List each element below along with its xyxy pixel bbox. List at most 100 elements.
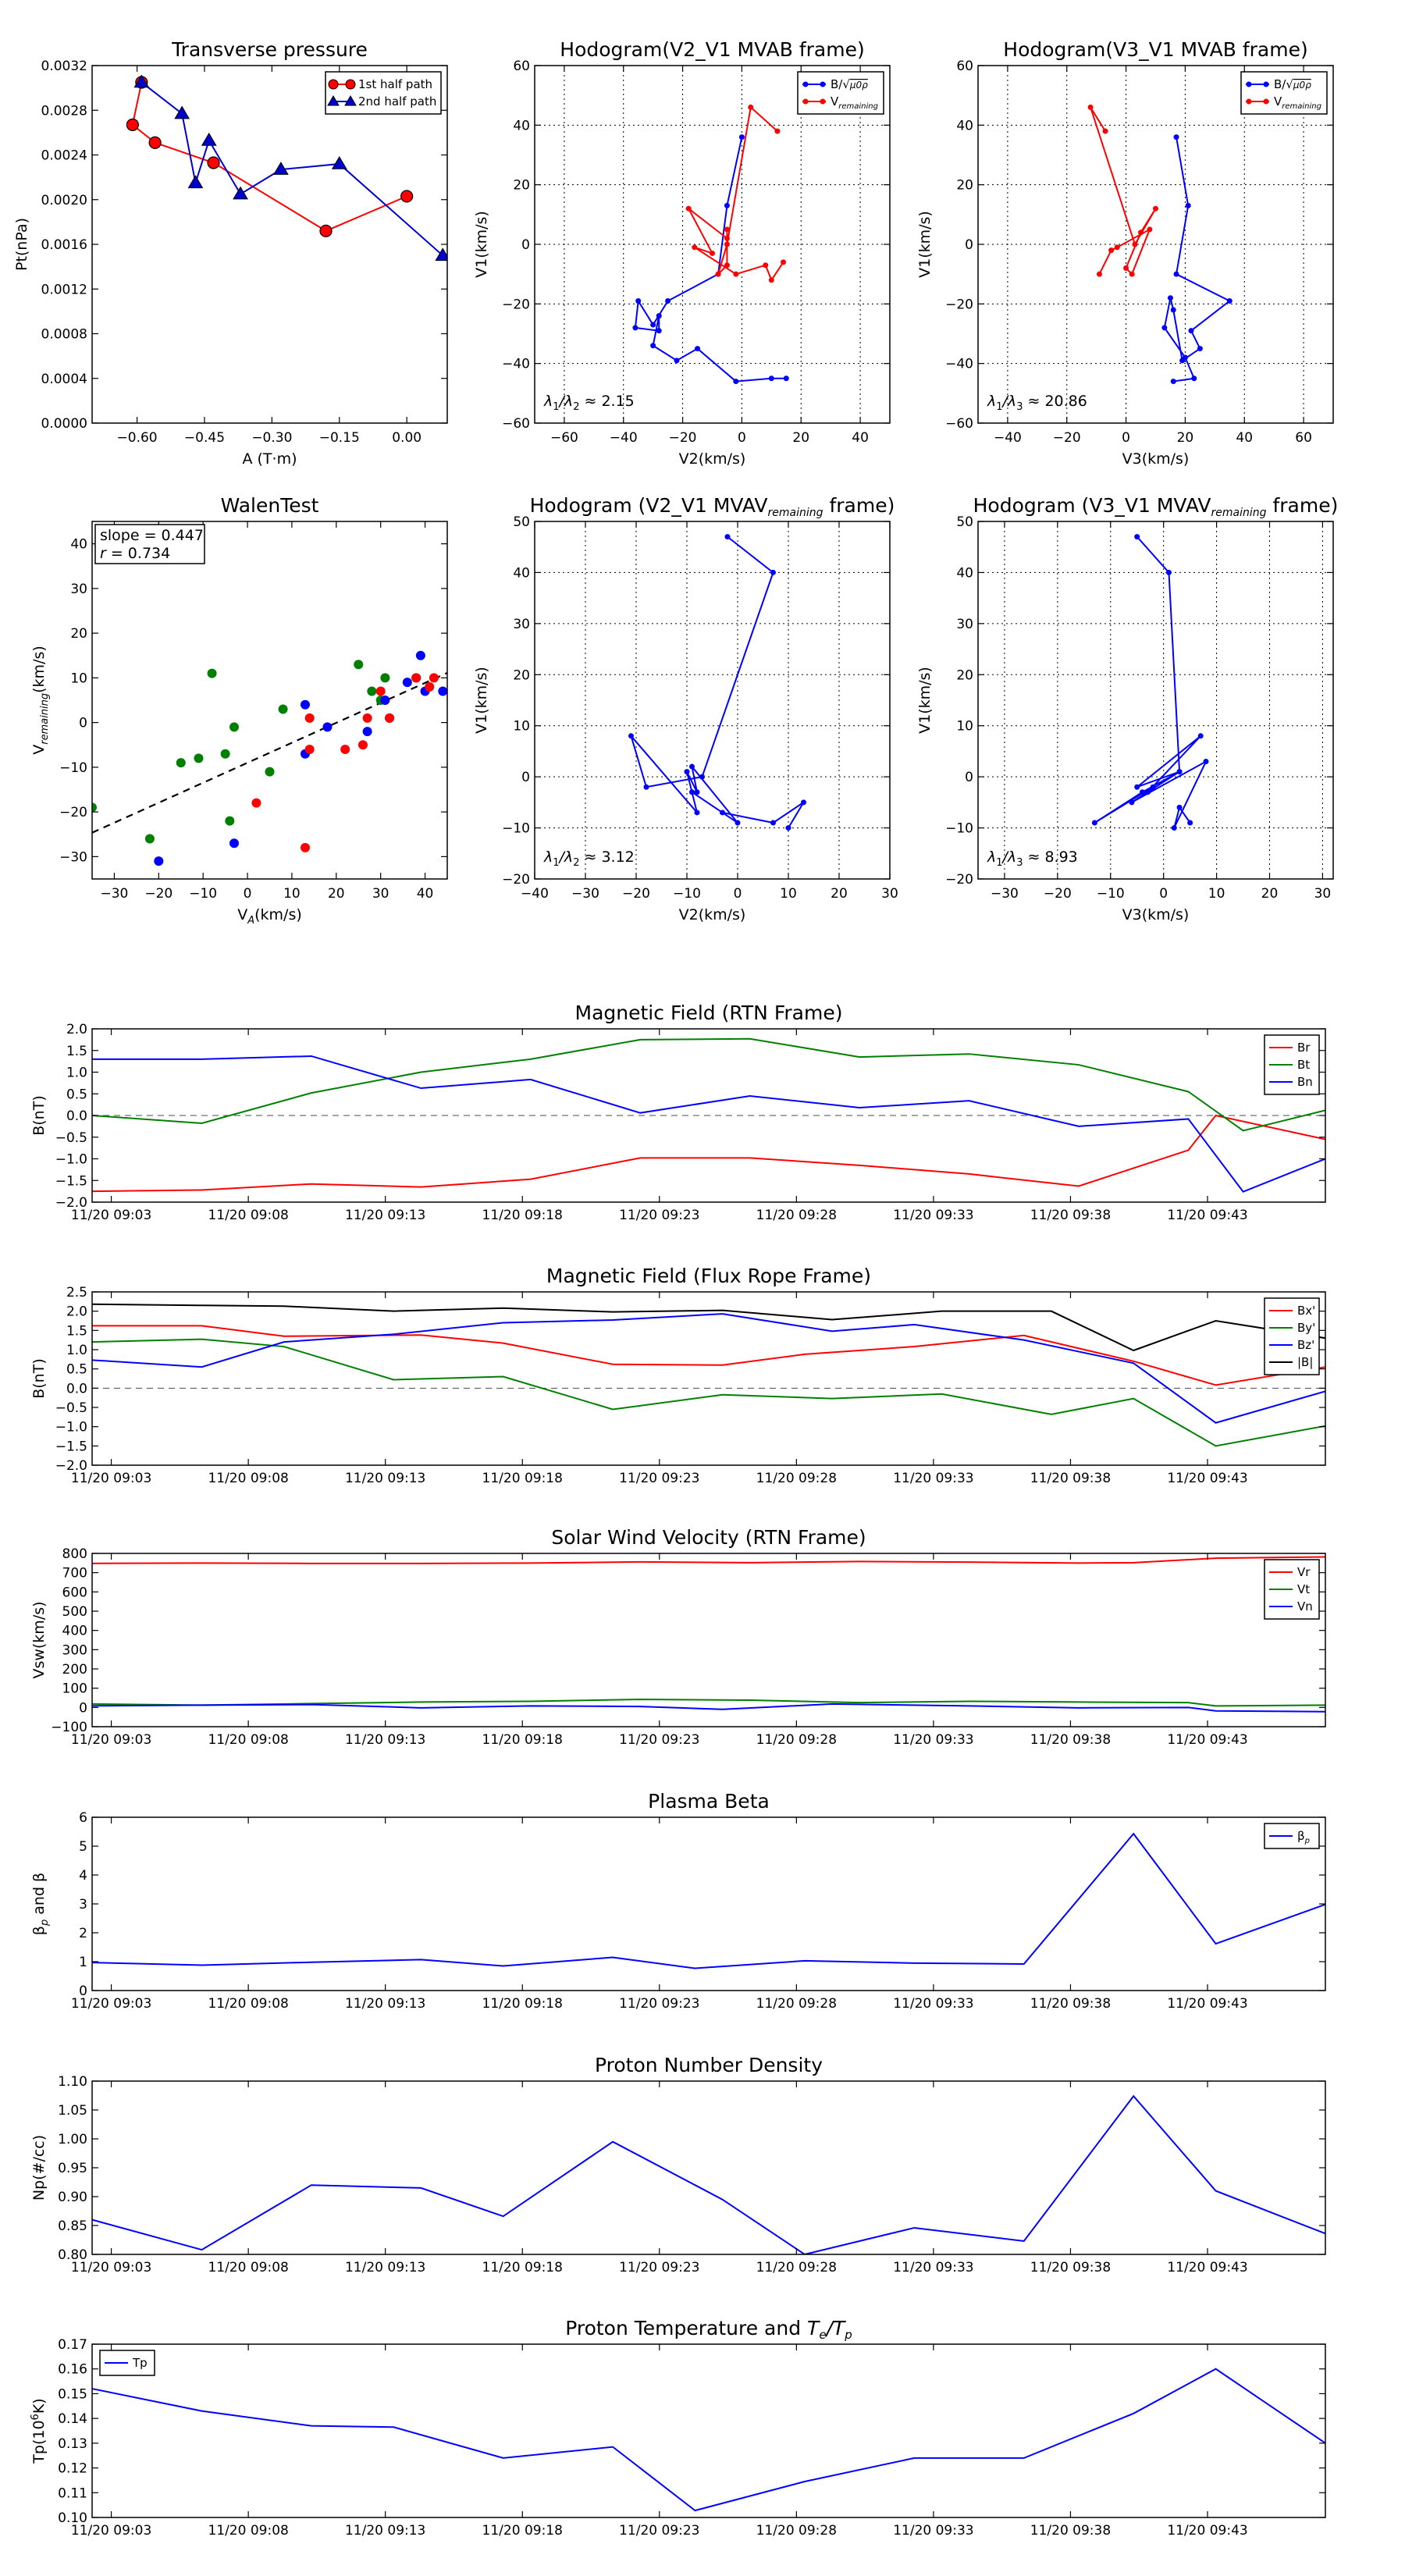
x-tick-label: 11/20 09:03: [71, 2260, 151, 2275]
scatter-point: [225, 816, 235, 826]
data-point: [656, 328, 662, 334]
data-point: [724, 534, 731, 540]
data-point: [1226, 298, 1232, 304]
series-line: [634, 137, 787, 382]
x-tick-label: 11/20 09:23: [619, 2523, 699, 2539]
y-tick-label: −20: [945, 872, 973, 888]
x-tick-label: 11/20 09:28: [756, 1471, 837, 1486]
series-line: [92, 1325, 1325, 1386]
legend: B/√μ0ρ Vremaining: [797, 71, 884, 115]
scatter-point: [176, 758, 186, 768]
y-tick-label: −20: [502, 872, 530, 888]
panel-h2: Hodogram(V3_V1 MVAB frame) −60 −40 −20 0 20 40…: [916, 38, 1334, 468]
y-tick-label: −20: [59, 805, 87, 820]
plot-area: [628, 534, 806, 831]
y-axis-label: Np(#/cc): [30, 2135, 48, 2201]
chart-title: WalenTest: [221, 494, 319, 517]
data-point: [694, 789, 700, 795]
chart-title: Hodogram(V2_V1 MVAB frame): [560, 38, 864, 61]
y-tick-label: 30: [956, 617, 973, 632]
data-point: [1144, 789, 1151, 795]
chart-title: Hodogram (V2_V1 MVAVremaining frame): [530, 494, 895, 519]
legend-marker: [1246, 98, 1252, 105]
x-tick-label: 11/20 09:18: [482, 1208, 563, 1223]
panel-vsw: Solar Wind Velocity (RTN Frame) −100 0 100 2…: [30, 1526, 1326, 1748]
series-line: [92, 2094, 1325, 2254]
data-point: [1140, 789, 1146, 795]
x-tick-label: 11/20 09:13: [345, 1208, 425, 1223]
series-line: [92, 2368, 1325, 2512]
y-tick-label: −60: [945, 416, 973, 432]
series-line: [1163, 137, 1232, 382]
x-tick-label: 11/20 09:23: [619, 1732, 699, 1748]
x-tick-label: −30: [991, 886, 1019, 902]
x-axis-label: V3(km/s): [1122, 906, 1190, 923]
data-point: [1185, 202, 1191, 208]
data-point: [735, 820, 741, 826]
y-axis-label: B(nT): [30, 1095, 48, 1136]
data-point: [1114, 244, 1120, 251]
data-point: [1153, 205, 1158, 212]
y-tick-label: 100: [62, 1681, 87, 1697]
y-tick-label: 200: [62, 1662, 87, 1678]
x-axis-label: A (T·m): [242, 450, 297, 468]
legend: Br Bt Bn: [1264, 1034, 1320, 1095]
y-tick-label: 0.90: [58, 2190, 87, 2205]
x-tick-label: 0: [1159, 886, 1168, 902]
panel-h3: Hodogram (V2_V1 MVAVremaining frame) −20 −…: [473, 494, 898, 923]
y-tick-label: 20: [70, 626, 87, 642]
data-point: [650, 343, 656, 349]
x-tick-label: −20: [622, 886, 650, 902]
y-axis-label: V1(km/s): [916, 667, 934, 734]
y-axis-label: βp and β: [30, 1873, 51, 1935]
x-tick-label: 11/20 09:23: [619, 2260, 699, 2275]
y-tick-label: 1.0: [66, 1066, 87, 1081]
y-axis-label: V1(km/s): [473, 211, 490, 278]
plot-area: [632, 104, 789, 385]
legend-marker: [1246, 81, 1252, 87]
y-tick-label: 20: [513, 667, 530, 683]
x-tick-label: 11/20 09:28: [756, 1732, 837, 1748]
chart-title: Hodogram(V3_V1 MVAB frame): [1003, 38, 1307, 61]
y-tick-label: −1.0: [55, 1152, 87, 1168]
legend: βp: [1264, 1823, 1320, 1849]
y-tick-label: 40: [513, 118, 530, 133]
y-tick-label: 0.0000: [41, 416, 87, 432]
stats-box: [94, 524, 205, 564]
data-point: [685, 205, 692, 212]
plot-area: [92, 650, 447, 866]
axes-frame: [977, 521, 1334, 880]
legend-label: Vt: [1297, 1582, 1310, 1596]
y-tick-label: 0.0028: [41, 103, 87, 119]
data-point: [1165, 569, 1172, 575]
x-tick-label: 11/20 09:03: [71, 1471, 151, 1486]
legend: Bx' By' Bz' |B|: [1264, 1297, 1320, 1375]
r-text: r = 0.734: [100, 545, 170, 562]
data-point: [1129, 799, 1135, 806]
x-tick-label: 11/20 09:38: [1030, 1732, 1111, 1748]
x-tick-label: 11/20 09:43: [1167, 2523, 1247, 2539]
panel-tp: Transverse pressure 0.0000 0.0004 0.0008 0.0…: [13, 38, 448, 468]
y-tick-label: 0.11: [58, 2485, 87, 2501]
legend-box: [1240, 71, 1328, 115]
scatter-point: [251, 798, 261, 808]
y-tick-label: 0.12: [58, 2461, 87, 2477]
legend-marker: [328, 79, 339, 90]
scatter-point: [220, 749, 230, 759]
panel-np: Proton Number Density 0.80 0.85 0.90 0.95 1.0…: [30, 2054, 1326, 2275]
y-tick-label: 4: [79, 1868, 87, 1884]
scatter-point: [380, 696, 390, 705]
data-point: [331, 155, 347, 169]
legend-marker: [802, 81, 809, 87]
y-tick-label: 1.5: [66, 1323, 87, 1339]
x-tick-label: −10: [1097, 886, 1125, 902]
legend-label: Bz': [1297, 1338, 1314, 1352]
y-tick-label: −2.0: [55, 1195, 87, 1211]
plot-area: [92, 2094, 1325, 2254]
data-point: [770, 569, 776, 575]
data-point: [635, 298, 642, 304]
x-tick-label: 0: [734, 886, 742, 902]
y-tick-label: 0.0: [66, 1381, 87, 1397]
x-tick-label: 0: [244, 886, 252, 902]
legend-label: Vn: [1297, 1599, 1313, 1614]
